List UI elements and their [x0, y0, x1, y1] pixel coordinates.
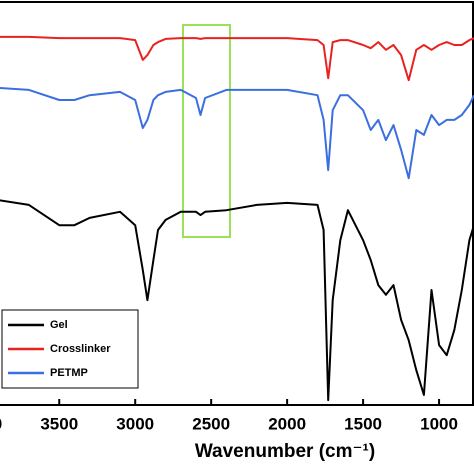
x-tick-label: 1000	[420, 414, 458, 433]
x-tick-label: 3500	[40, 414, 78, 433]
legend: Gel Crosslinker PETMP	[1, 309, 139, 389]
highlight-box	[182, 24, 231, 238]
x-tick-label: 3000	[116, 414, 154, 433]
legend-label: Gel	[50, 319, 68, 331]
x-tick-label: 4000	[0, 414, 2, 433]
legend-label: Crosslinker	[50, 343, 111, 355]
legend-label: PETMP	[50, 367, 88, 379]
x-axis-title: Wavenumber (cm⁻¹)	[195, 441, 375, 462]
series-line	[0, 35, 474, 82]
x-tick-label: 1500	[344, 414, 382, 433]
series-line	[0, 86, 474, 180]
x-tick-label: 2500	[192, 414, 230, 433]
x-tick-label: 2000	[268, 414, 306, 433]
series-line	[0, 199, 474, 402]
plot-frame	[0, 1, 474, 406]
